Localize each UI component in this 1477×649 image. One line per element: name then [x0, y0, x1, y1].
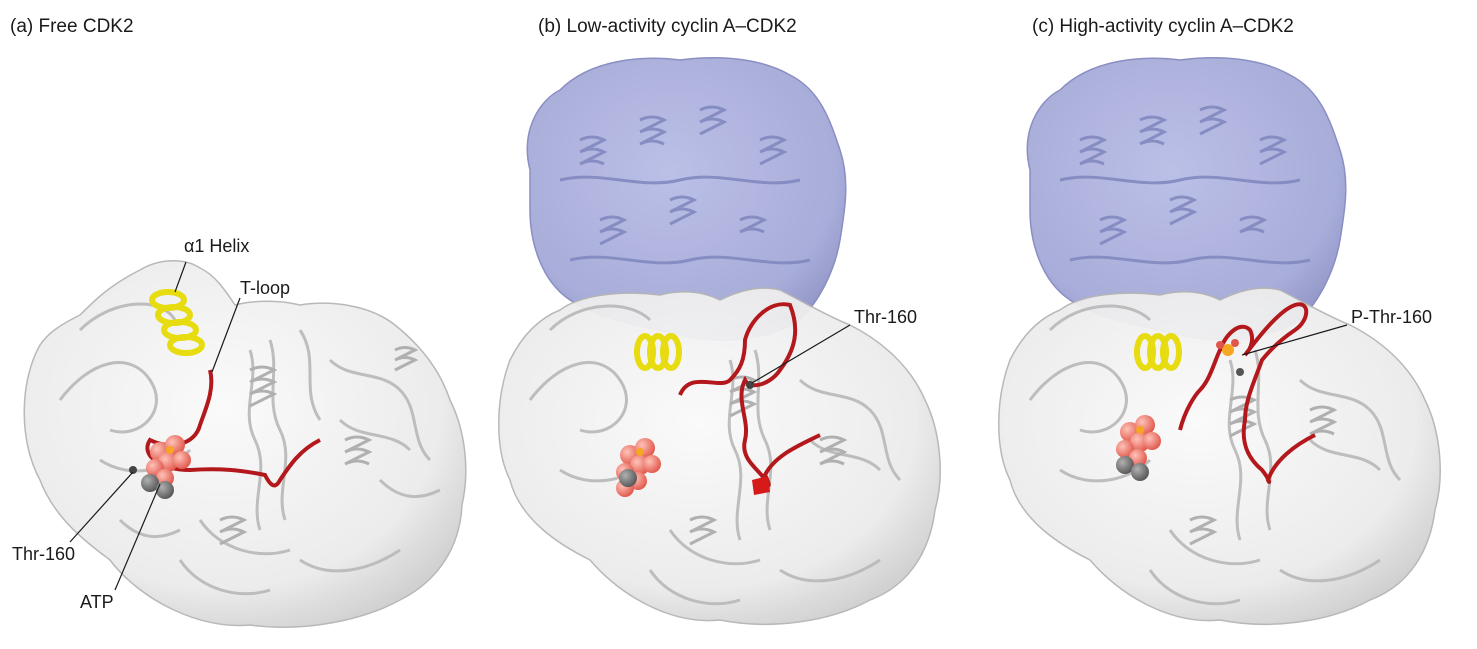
phospho-thr160 [1216, 339, 1244, 376]
panel-a-title: (a) Free CDK2 [10, 16, 134, 37]
alpha1-helix-label: α1 Helix [184, 236, 250, 256]
panel-c-structure [998, 57, 1441, 625]
alpha1-helix [149, 289, 205, 356]
atp-molecule [1116, 415, 1161, 481]
t-loop-label: T-loop [240, 278, 291, 298]
panel-b-structure [498, 57, 941, 625]
cdk2-helices [689, 375, 848, 546]
cdk2-surface [498, 287, 941, 625]
panel-a-structure [23, 260, 467, 628]
cyclin-a-ribbons [1059, 105, 1311, 265]
alpha1-helix [634, 333, 682, 371]
panel-b-leader-line [751, 324, 851, 384]
atp-molecule [141, 435, 191, 499]
panel-a-leader-lines [69, 261, 241, 591]
panel-b-title: (b) Low-activity cyclin A–CDK2 [538, 16, 797, 37]
atp-label: ATP [80, 592, 114, 612]
atp-molecule [616, 438, 661, 497]
p-thr160-label: P-Thr-160 [1351, 307, 1433, 327]
cdk2-surface [23, 260, 467, 628]
thr160-label-b: Thr-160 [854, 307, 918, 327]
t-loop [1178, 302, 1316, 484]
cyclin-a-ribbons [559, 105, 811, 265]
cdk2-surface [998, 287, 1441, 625]
cdk2-helices [1189, 395, 1338, 546]
cdk2-helices [219, 346, 419, 546]
panel-c-title: (c) High-activity cyclin A–CDK2 [1032, 16, 1294, 37]
panel-c-leader-line [1241, 324, 1348, 356]
thr160-label-a: Thr-160 [12, 544, 76, 564]
alpha1-helix [1134, 333, 1182, 371]
thr160-site [129, 466, 137, 474]
t-loop-end [752, 476, 770, 495]
cdk2-ribbons [1028, 304, 1402, 606]
t-loop [145, 369, 321, 488]
